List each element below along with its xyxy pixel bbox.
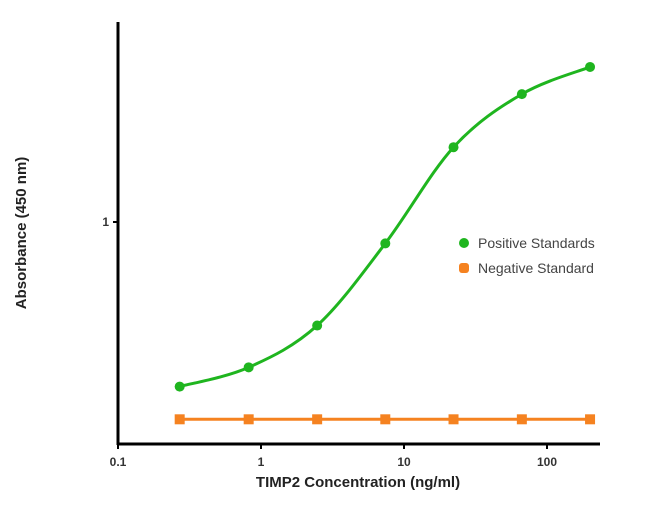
x-tick-label: 100 <box>537 455 557 469</box>
data-point <box>243 362 254 373</box>
legend-marker <box>459 238 469 248</box>
data-point <box>448 142 459 153</box>
data-point <box>243 414 254 425</box>
plot-area <box>174 61 596 425</box>
data-point <box>380 414 391 425</box>
series-line-0 <box>179 65 591 389</box>
legend: Positive Standards Negative Standard <box>459 235 595 276</box>
data-point <box>516 414 527 425</box>
legend-label: Negative Standard <box>478 260 594 276</box>
x-ticks: 0.1 1 10 100 <box>110 444 557 469</box>
legend-label: Positive Standards <box>478 235 595 251</box>
legend-marker <box>459 263 469 273</box>
data-point <box>312 414 323 425</box>
data-point <box>516 89 527 100</box>
data-point <box>174 414 185 425</box>
data-point <box>448 414 459 425</box>
y-ticks: 1 <box>102 215 118 229</box>
data-point <box>585 61 596 72</box>
x-axis-label: TIMP2 Concentration (ng/ml) <box>256 474 460 491</box>
data-point <box>585 414 596 425</box>
x-tick-label: 0.1 <box>110 455 127 469</box>
y-axis-label: Absorbance (450 nm) <box>13 157 30 310</box>
x-tick-label: 1 <box>258 455 265 469</box>
x-tick-label: 10 <box>397 455 411 469</box>
y-tick-label: 1 <box>102 215 109 229</box>
data-point <box>174 381 185 392</box>
data-point <box>312 320 323 331</box>
data-point <box>380 238 391 249</box>
